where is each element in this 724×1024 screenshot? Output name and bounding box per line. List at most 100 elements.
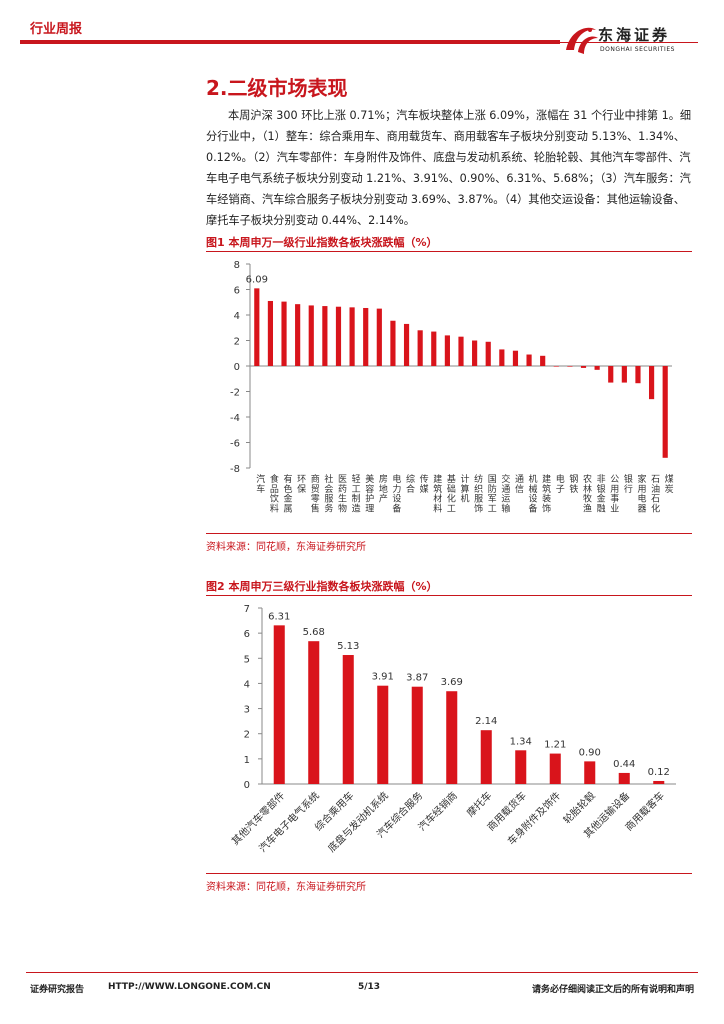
y-tick-label: 5 (244, 654, 250, 665)
logo-chinese-name: 东海证券 (598, 26, 671, 44)
fig1-bottom-rule (206, 533, 692, 534)
page-number: 5/13 (358, 982, 381, 992)
bar (349, 307, 355, 366)
y-tick-label: -6 (230, 439, 240, 450)
x-tick-label: 传媒 (420, 473, 429, 495)
x-tick-label: 底盘与发动机系统 (325, 789, 391, 855)
bar (472, 340, 478, 366)
bar (363, 307, 369, 366)
bar (417, 330, 423, 366)
x-tick-char: 林 (583, 483, 592, 495)
x-tick-label: 汽车 (256, 473, 265, 495)
x-tick-char: 备 (529, 502, 538, 514)
x-tick-char: 化 (651, 502, 660, 514)
x-tick-char: 牧 (583, 493, 592, 505)
data-label: 0.44 (613, 759, 635, 770)
x-tick-char: 色 (284, 483, 293, 495)
bar (567, 366, 573, 367)
x-tick-char: 器 (637, 503, 646, 514)
bar (485, 341, 491, 366)
x-tick-char: 传 (420, 473, 429, 485)
data-label: 1.34 (510, 736, 532, 747)
x-tick-char: 家 (637, 473, 646, 485)
x-tick-char: 炭 (665, 484, 674, 495)
x-tick-char: 纺 (474, 473, 483, 485)
x-tick-char: 物 (338, 502, 347, 514)
x-tick-char: 零 (311, 494, 320, 505)
x-tick-label: 钢铁 (569, 473, 578, 495)
x-tick-char: 设 (529, 494, 538, 505)
bar (653, 780, 665, 784)
x-tick-char: 银 (597, 483, 606, 495)
x-tick-char: 通 (515, 474, 524, 485)
x-tick-char: 理 (365, 503, 374, 514)
x-tick-char: 产 (379, 493, 388, 505)
x-tick-char: 汽 (256, 473, 265, 485)
x-tick-char: 化 (447, 493, 456, 505)
bar (549, 753, 561, 784)
section-title: 2.二级市场表现 (206, 76, 348, 100)
x-tick-char: 制 (352, 493, 361, 505)
y-tick-label: 6 (244, 629, 250, 640)
fig2-bottom-rule (206, 873, 692, 874)
x-tick-char: 建 (542, 473, 551, 485)
x-tick-char: 社 (324, 473, 333, 485)
bar (540, 355, 546, 366)
x-tick-char: 电 (637, 493, 646, 505)
footer-website-link[interactable]: HTTP://WWW.LONGONE.COM.CN (108, 982, 271, 992)
x-tick-char: 媒 (420, 484, 429, 495)
x-tick-char: 工 (447, 504, 456, 514)
data-label: 2.14 (475, 716, 497, 727)
x-tick-char: 非 (597, 473, 606, 485)
bar (254, 288, 260, 366)
bar (342, 655, 354, 784)
x-tick-char: 工 (488, 504, 497, 514)
bar (480, 730, 492, 784)
data-label: 3.91 (372, 672, 394, 683)
x-tick-char: 金 (597, 493, 606, 505)
bar (499, 349, 505, 366)
y-tick-label: 0 (244, 780, 250, 791)
x-tick-char: 食 (270, 473, 279, 485)
x-tick-char: 铁 (569, 483, 578, 495)
y-tick-label: 4 (244, 679, 250, 690)
data-label: 0.12 (648, 767, 670, 778)
x-tick-char: 装 (542, 493, 551, 505)
x-tick-char: 输 (501, 502, 510, 514)
x-tick-char: 材 (433, 493, 442, 505)
x-tick-label: 综合 (406, 473, 415, 495)
donghai-logo-icon (566, 27, 598, 54)
bar (376, 308, 382, 366)
report-type-tag: 行业周报 (30, 22, 83, 37)
x-tick-char: 行 (624, 483, 633, 495)
x-tick-char: 服 (474, 494, 483, 505)
x-tick-label: 银行 (624, 473, 633, 495)
x-tick-char: 电 (556, 473, 565, 485)
x-tick-char: 机 (529, 473, 538, 485)
x-tick-char: 煤 (665, 473, 674, 485)
x-tick-char: 防 (488, 483, 497, 495)
x-tick-char: 运 (501, 494, 510, 505)
bar (308, 641, 320, 784)
x-tick-char: 工 (352, 485, 361, 495)
x-tick-char: 饮 (270, 493, 279, 505)
x-tick-char: 商 (311, 473, 320, 485)
x-tick-label: 环保 (297, 474, 306, 495)
fig1-top-rule (206, 251, 692, 252)
y-tick-label: 8 (234, 260, 240, 271)
data-label: 6.31 (268, 611, 290, 622)
x-tick-char: 筑 (433, 483, 442, 495)
bar (635, 366, 641, 384)
bar (335, 306, 342, 366)
